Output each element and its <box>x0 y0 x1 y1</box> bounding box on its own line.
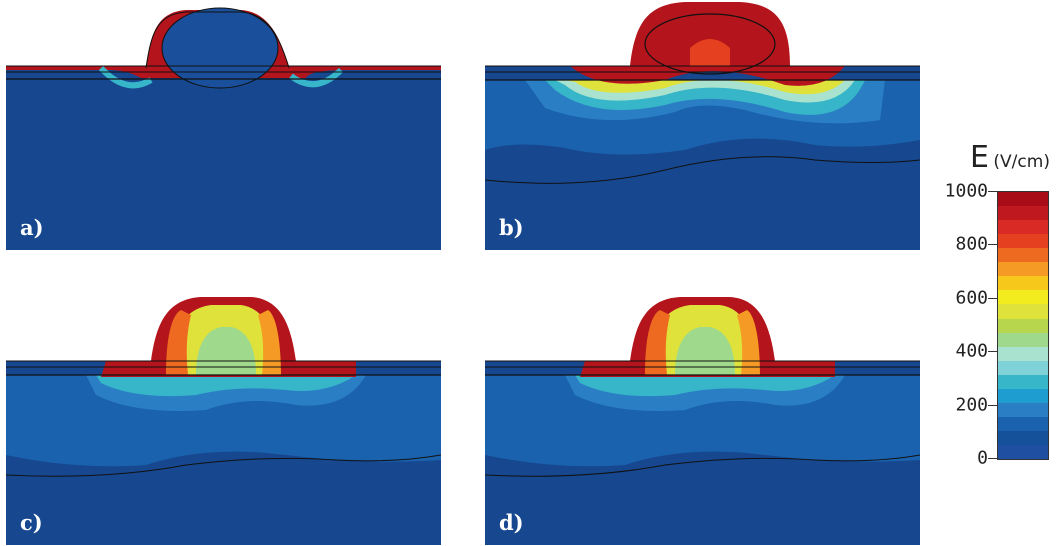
panel-label-c: c) <box>20 510 43 535</box>
colorbar-band <box>998 206 1048 221</box>
colorbar-tick-mark <box>988 404 997 406</box>
colorbar-tick-label: 200 <box>955 394 988 416</box>
colorbar-tick-mark <box>988 191 997 192</box>
panel-b: b) <box>485 0 920 250</box>
colorbar-band <box>998 262 1048 277</box>
legend-symbol: E <box>970 140 989 175</box>
colorbar <box>997 191 1049 460</box>
panel-d: d) <box>485 295 920 545</box>
panel-label-b: b) <box>499 215 524 240</box>
colorbar-band <box>998 430 1048 445</box>
panel-a: a) <box>6 0 441 250</box>
colorbar-band <box>998 304 1048 319</box>
colorbar-legend: E (V/cm) 0 200 400 600 800 1000 <box>930 140 1056 470</box>
colorbar-band <box>998 290 1048 305</box>
legend-title: E (V/cm) <box>970 140 1050 175</box>
colorbar-band <box>998 374 1048 389</box>
colorbar-band <box>998 220 1048 235</box>
colorbar-tick-label: 0 <box>977 447 988 469</box>
legend-unit: (V/cm) <box>993 152 1050 172</box>
colorbar-tick-mark <box>988 351 997 353</box>
colorbar-tick-label: 600 <box>955 287 988 309</box>
colorbar-band <box>998 402 1048 417</box>
colorbar-tick-mark <box>988 458 997 459</box>
colorbar-band <box>998 416 1048 431</box>
colorbar-tick-label: 800 <box>955 233 988 255</box>
colorbar-band <box>998 192 1048 207</box>
colorbar-band <box>998 444 1048 459</box>
field-map-a <box>6 7 441 250</box>
panel-label-d: d) <box>499 510 524 535</box>
colorbar-band <box>998 346 1048 361</box>
colorbar-band <box>998 276 1048 291</box>
colorbar-band <box>998 248 1048 263</box>
colorbar-band <box>998 360 1048 375</box>
colorbar-band <box>998 388 1048 403</box>
colorbar-band <box>998 234 1048 249</box>
colorbar-tick-mark <box>988 297 997 299</box>
panel-label-a: a) <box>20 215 44 240</box>
field-map-d <box>485 297 920 545</box>
field-map-b <box>485 2 920 250</box>
colorbar-tick-label: 400 <box>955 340 988 362</box>
panel-c: c) <box>6 295 441 545</box>
colorbar-band <box>998 318 1048 333</box>
colorbar-band <box>998 332 1048 347</box>
colorbar-tick-label: 1000 <box>944 180 988 202</box>
field-map-c <box>6 297 441 545</box>
colorbar-tick-mark <box>988 244 997 246</box>
